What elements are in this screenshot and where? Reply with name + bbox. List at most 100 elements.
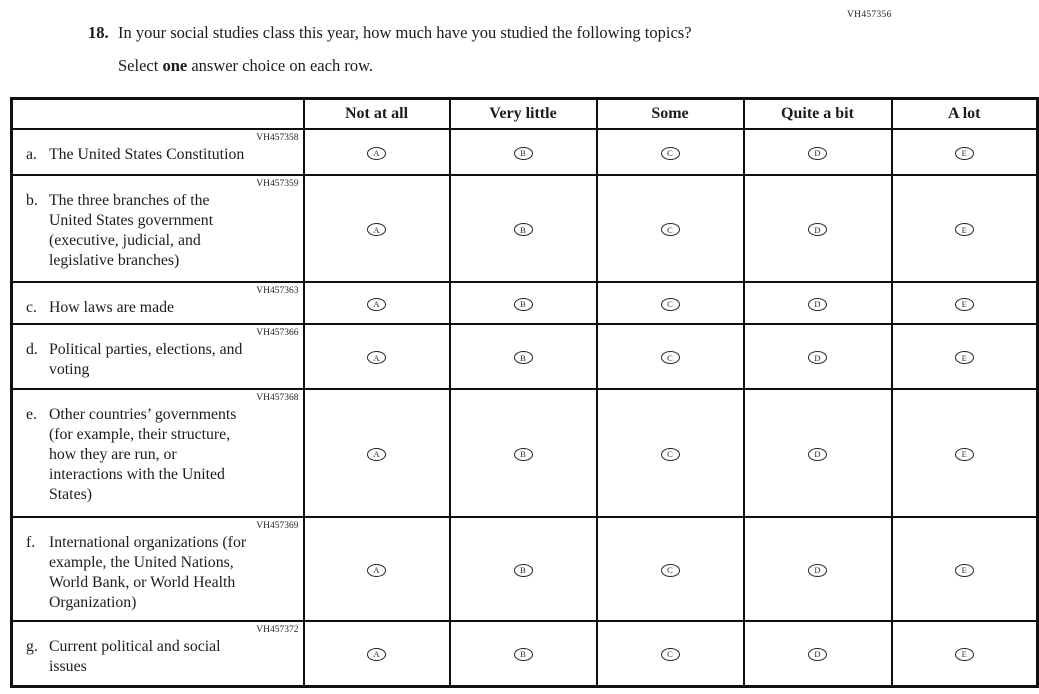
- bubble-letter: D: [814, 224, 821, 235]
- row-code: VH457369: [256, 521, 299, 531]
- answer-bubble[interactable]: C: [660, 146, 680, 160]
- answer-bubble[interactable]: C: [660, 297, 680, 311]
- column-header-quite-a-bit: Quite a bit: [742, 97, 893, 130]
- row-code: VH457359: [256, 179, 299, 189]
- table-row-d: VH457366 d. Political parties, elections…: [10, 323, 1039, 390]
- bubble-letter: A: [373, 449, 380, 459]
- table-row-g: VH457372 g. Current political and social…: [10, 620, 1039, 687]
- answer-bubble[interactable]: D: [808, 297, 827, 311]
- answer-bubble[interactable]: E: [954, 351, 974, 365]
- bubble-letter: B: [520, 299, 526, 309]
- answer-bubble[interactable]: D: [808, 447, 827, 461]
- row-code: VH457358: [256, 133, 299, 143]
- row-topic-text: The three branches of the United States …: [49, 192, 214, 269]
- row-topic-text: The United States Constitution: [49, 146, 245, 163]
- bubble-letter: A: [373, 148, 380, 158]
- row-item-letter: f.: [26, 534, 36, 551]
- bubble-letter: C: [667, 148, 673, 158]
- answer-bubble[interactable]: E: [954, 648, 974, 661]
- bubble-letter: E: [961, 224, 967, 235]
- column-header-some: Some: [595, 97, 745, 130]
- answer-bubble[interactable]: B: [513, 146, 533, 160]
- table-row-a: VH457358 a. The United States Constituti…: [10, 128, 1039, 176]
- answer-bubble[interactable]: D: [808, 146, 827, 160]
- bubble-letter: E: [961, 449, 967, 459]
- answer-bubble[interactable]: B: [513, 648, 533, 661]
- answer-bubble[interactable]: C: [660, 351, 680, 365]
- row-item-letter: a.: [26, 146, 37, 163]
- answer-bubble[interactable]: E: [954, 563, 974, 577]
- bubble-letter: D: [814, 148, 821, 158]
- answer-bubble[interactable]: E: [954, 146, 974, 160]
- instruction-text: Select one answer choice on each row.: [118, 56, 374, 75]
- bubble-letter: A: [373, 565, 380, 575]
- answer-bubble[interactable]: A: [367, 351, 386, 365]
- answer-bubble[interactable]: A: [367, 447, 386, 461]
- table-row-c: VH457363 c. How laws are made A B C D E: [10, 281, 1039, 325]
- answer-bubble[interactable]: E: [954, 297, 974, 311]
- answer-bubble[interactable]: A: [367, 146, 386, 160]
- table-row-f: VH457369 f. International organizations …: [10, 516, 1039, 622]
- table-row-e: VH457368 e. Other countries’ governments…: [10, 388, 1039, 518]
- topic-column-header-empty: [10, 97, 305, 130]
- answer-bubble[interactable]: A: [367, 648, 386, 661]
- answer-bubble[interactable]: A: [367, 563, 386, 577]
- answer-bubble[interactable]: E: [954, 223, 974, 237]
- row-topic-text: Other countries’ governments (for exampl…: [49, 406, 237, 503]
- bubble-letter: B: [520, 224, 526, 235]
- bubble-letter: D: [814, 352, 821, 363]
- bubble-letter: C: [667, 224, 673, 235]
- question-block: 18. In your social studies class this ye…: [88, 23, 908, 76]
- bubble-letter: A: [373, 649, 380, 660]
- bubble-letter: D: [814, 649, 821, 660]
- row-item-letter: c.: [26, 299, 37, 316]
- answer-bubble[interactable]: B: [513, 223, 533, 237]
- bubble-letter: C: [667, 449, 673, 459]
- instruction-bold: one: [162, 56, 188, 75]
- answer-bubble[interactable]: B: [513, 297, 533, 311]
- header-row: Not at all Very little Some Quite a bit …: [10, 97, 1039, 130]
- row-code: VH457368: [256, 393, 299, 403]
- row-item-letter: g.: [26, 638, 38, 655]
- column-header-a-lot: A lot: [890, 97, 1039, 130]
- row-topic-text: How laws are made: [49, 299, 175, 316]
- bubble-letter: E: [961, 565, 967, 575]
- column-header-very-little: Very little: [448, 97, 598, 130]
- answer-bubble[interactable]: D: [808, 351, 827, 365]
- answer-bubble[interactable]: C: [660, 447, 680, 461]
- row-code: VH457366: [256, 328, 299, 338]
- table-row-b: VH457359 b. The three branches of the Un…: [10, 174, 1039, 283]
- answer-bubble[interactable]: B: [513, 447, 533, 461]
- bubble-letter: E: [961, 148, 967, 158]
- bubble-letter: C: [667, 299, 673, 309]
- answer-bubble[interactable]: A: [367, 223, 386, 237]
- answer-bubble[interactable]: D: [808, 563, 827, 577]
- answer-bubble[interactable]: C: [660, 223, 680, 237]
- answer-bubble[interactable]: B: [513, 563, 533, 577]
- bubble-letter: B: [520, 449, 526, 459]
- bubble-letter: E: [961, 649, 967, 660]
- bubble-letter: D: [814, 299, 821, 309]
- row-topic-text: Current political and social issues: [49, 638, 221, 675]
- bubble-letter: B: [520, 148, 526, 158]
- bubble-letter: E: [961, 299, 967, 309]
- answer-bubble[interactable]: A: [367, 297, 386, 311]
- bubble-letter: A: [373, 224, 380, 235]
- row-item-letter: e.: [26, 406, 37, 423]
- row-code: VH457363: [256, 286, 299, 296]
- bubble-letter: A: [373, 352, 380, 363]
- bubble-letter: C: [667, 352, 673, 363]
- column-header-not-at-all: Not at all: [302, 97, 451, 130]
- answer-bubble[interactable]: D: [808, 223, 827, 237]
- bubble-letter: C: [667, 649, 673, 660]
- bubble-letter: D: [814, 565, 821, 575]
- answer-bubble[interactable]: E: [954, 447, 974, 461]
- answer-bubble[interactable]: B: [513, 351, 533, 365]
- answer-bubble[interactable]: C: [660, 563, 680, 577]
- row-topic-text: International organizations (for example…: [49, 534, 247, 611]
- answer-bubble[interactable]: C: [660, 648, 680, 661]
- question-number: 18.: [88, 23, 109, 42]
- answer-bubble[interactable]: D: [808, 648, 827, 661]
- bubble-letter: A: [373, 299, 380, 309]
